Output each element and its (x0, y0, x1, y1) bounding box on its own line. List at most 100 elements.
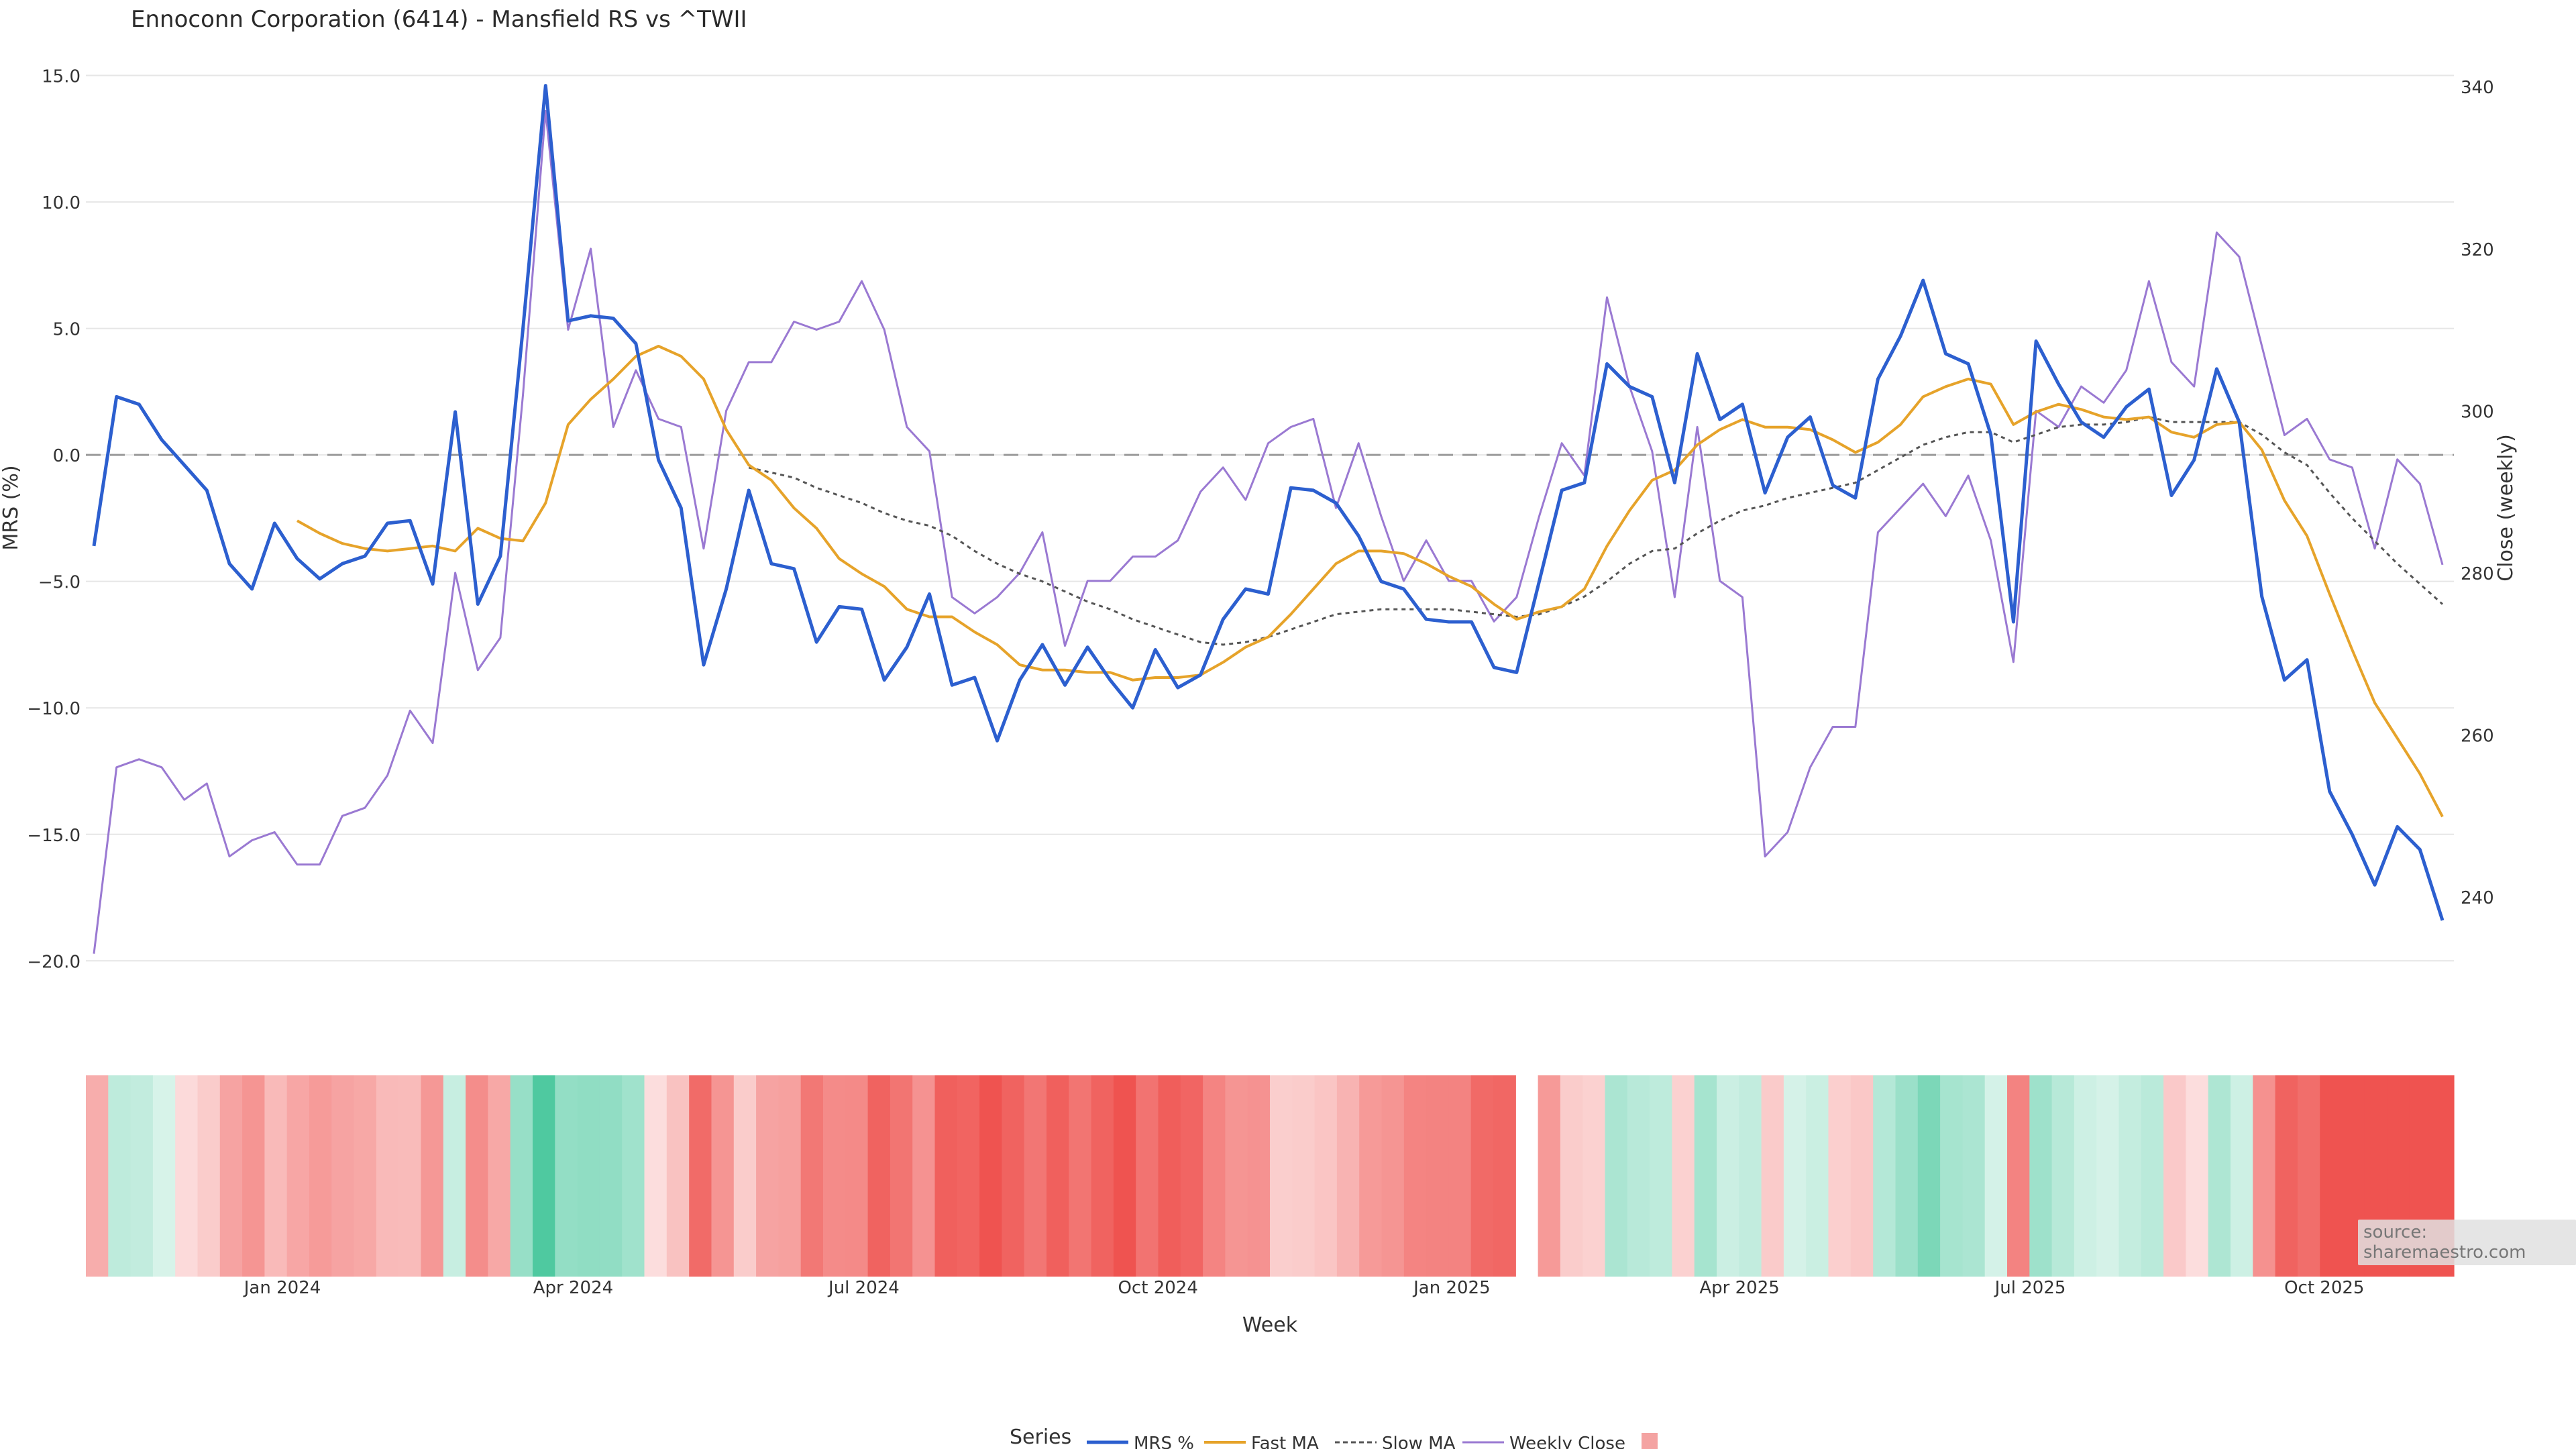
legend-item-weekly-close[interactable]: Weekly Close (1462, 1434, 1625, 1449)
x-tick-label: Apr 2025 (1699, 1278, 1779, 1298)
heatmap-cell (1024, 1075, 1047, 1277)
heatmap-cell (2320, 1075, 2343, 1277)
heatmap-cell (599, 1075, 623, 1277)
heatmap-cell (2007, 1075, 2030, 1277)
heatmap-cell (2186, 1075, 2209, 1277)
heatmap-cell (1962, 1075, 1986, 1277)
y-tick-label-left: 10.0 (42, 193, 80, 213)
series-line-mrs (92, 84, 2445, 921)
heatmap-cell (1917, 1075, 1941, 1277)
chart-title: Ennoconn Corporation (6414) - Mansfield … (131, 6, 747, 33)
source-watermark: source: sharemaestro.com (2358, 1220, 2576, 1265)
heatmap-cell (264, 1075, 288, 1277)
heatmap-cell (1694, 1075, 1717, 1277)
heatmap-cell (2163, 1075, 2186, 1277)
heatmap-cell (175, 1075, 199, 1277)
y-tick-label-right: 240 (2461, 888, 2494, 908)
legend-item-heatmap[interactable] (1642, 1433, 1658, 1449)
x-axis: Jan 2024 Apr 2024 Jul 2024 Oct 2024 Jan 2025… (243, 1278, 2365, 1298)
series-line-fast-ma (297, 345, 2444, 818)
heatmap-cell (622, 1075, 645, 1277)
heatmap-cell (1046, 1075, 1069, 1277)
heatmap-cell (488, 1075, 511, 1277)
legend-item-fast-ma[interactable]: Fast MA (1204, 1434, 1319, 1449)
heatmap-cell (1403, 1075, 1427, 1277)
heatmap-cell (1426, 1075, 1449, 1277)
heatmap-cell (2141, 1075, 2164, 1277)
heatmap-cell (1359, 1075, 1383, 1277)
heatmap-cell (309, 1075, 332, 1277)
x-tick-label: Jul 2025 (1994, 1278, 2066, 1298)
heatmap-cell (1672, 1075, 1695, 1277)
heatmap-cell (1136, 1075, 1159, 1277)
heatmap-cell (1225, 1075, 1248, 1277)
heatmap-cell (1560, 1075, 1583, 1277)
mrs-heatmap-strip (86, 1075, 2455, 1277)
heatmap-cell (331, 1075, 355, 1277)
x-tick-label: Jul 2024 (827, 1278, 900, 1298)
left-y-axis: 15.0 10.0 5.0 0.0 −5.0 −10.0 −15.0 −20.0 (27, 67, 80, 973)
heatmap-cell (1761, 1075, 1784, 1277)
legend-swatch-heatmap (1642, 1433, 1658, 1449)
heatmap-cell (1783, 1075, 1807, 1277)
series-lines (92, 84, 2445, 954)
heatmap-cell (86, 1075, 109, 1277)
heatmap-cell (1940, 1075, 1963, 1277)
heatmap-cell (130, 1075, 154, 1277)
heatmap-cell (1203, 1075, 1226, 1277)
heatmap-cell (2096, 1075, 2120, 1277)
heatmap-cell (219, 1075, 243, 1277)
y-tick-label-right: 340 (2461, 78, 2494, 98)
y-axis-right-label: Close (weekly) (2494, 434, 2518, 582)
heatmap-cell (778, 1075, 802, 1277)
heatmap-cell (2208, 1075, 2231, 1277)
y-tick-label-left: 15.0 (42, 67, 80, 87)
heatmap-cell (398, 1075, 422, 1277)
y-axis-left-label: MRS (%) (0, 465, 23, 550)
heatmap-cell (242, 1075, 265, 1277)
legend-label-slow-ma: Slow MA (1382, 1434, 1456, 1449)
legend: Series MRS % Fast MA Slow MA Weekly Clos… (1010, 1426, 1658, 1449)
heatmap-cell (421, 1075, 444, 1277)
legend-item-slow-ma[interactable]: Slow MA (1335, 1434, 1456, 1449)
y-tick-label-right: 300 (2461, 402, 2494, 422)
heatmap-cell (1158, 1075, 1181, 1277)
heatmap-cell (689, 1075, 712, 1277)
heatmap-cell (1538, 1075, 1561, 1277)
legend-item-mrs[interactable]: MRS % (1087, 1434, 1194, 1449)
series-line-weekly-close (93, 109, 2444, 954)
heatmap-cell (1739, 1075, 1762, 1277)
heatmap-cell (1314, 1075, 1338, 1277)
x-axis-label: Week (1242, 1313, 1298, 1337)
y-tick-label-right: 280 (2461, 564, 2494, 584)
legend-label-fast-ma: Fast MA (1251, 1434, 1319, 1449)
heatmap-cell (376, 1075, 399, 1277)
heatmap-cell (845, 1075, 869, 1277)
y-tick-label-right: 320 (2461, 240, 2494, 260)
y-tick-label-left: −20.0 (27, 952, 80, 972)
heatmap-cell (1828, 1075, 1851, 1277)
heatmap-cell (197, 1075, 221, 1277)
heatmap-cell (823, 1075, 846, 1277)
heatmap-cell (890, 1075, 913, 1277)
heatmap-cell (1582, 1075, 1606, 1277)
y-tick-label-right: 260 (2461, 727, 2494, 747)
heatmap-cell (354, 1075, 377, 1277)
heatmap-cell (1448, 1075, 1472, 1277)
series-line-slow-ma (748, 416, 2443, 646)
heatmap-cell (1984, 1075, 2008, 1277)
heatmap-cell (1292, 1075, 1316, 1277)
heatmap-cell (957, 1075, 980, 1277)
heatmap-cell (1605, 1075, 1628, 1277)
legend-title: Series (1010, 1426, 1071, 1449)
y-tick-label-left: −15.0 (27, 826, 80, 846)
heatmap-cell (2297, 1075, 2320, 1277)
heatmap-cell (2074, 1075, 2097, 1277)
x-tick-label: Jan 2024 (243, 1278, 321, 1298)
heatmap-cell (2051, 1075, 2075, 1277)
heatmap-cell (533, 1075, 555, 1277)
heatmap-cell (577, 1075, 600, 1277)
heatmap-cell (800, 1075, 824, 1277)
y-tick-label-left: −10.0 (27, 699, 80, 719)
x-tick-label: Oct 2025 (2284, 1278, 2364, 1298)
